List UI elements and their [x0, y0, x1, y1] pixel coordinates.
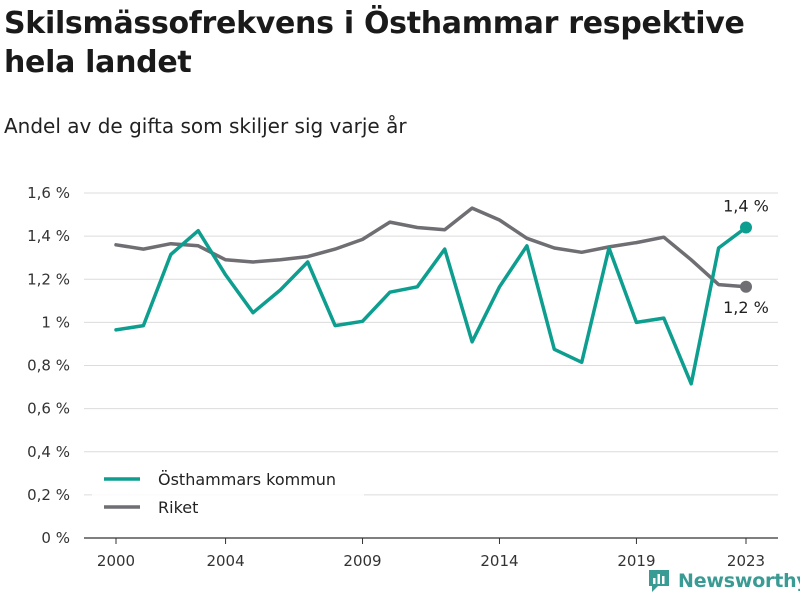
- newsworthy-logo: Newsworthy: [646, 568, 800, 594]
- x-tick-label: 2004: [206, 552, 244, 570]
- end-label: 1,2 %: [723, 298, 769, 317]
- legend-background: [92, 464, 364, 526]
- x-tick-label: 2014: [480, 552, 518, 570]
- brand-name: Newsworthy: [678, 570, 800, 592]
- y-tick-label: 1 %: [41, 313, 70, 331]
- legend-label: Riket: [158, 498, 198, 517]
- y-tick-label: 0,4 %: [27, 443, 70, 461]
- x-axis: 2000 2004 2009 2014 2019 2023: [84, 537, 778, 570]
- x-tick-label: 2000: [97, 552, 135, 570]
- legend: Östhammars kommun Riket: [92, 464, 364, 526]
- chart-title: Skilsmässofrekvens i Östhammar respektiv…: [4, 6, 745, 80]
- newsworthy-logo-icon: [649, 570, 669, 592]
- x-tick-label: 2019: [617, 552, 655, 570]
- y-tick-label: 1,6 %: [27, 184, 70, 202]
- y-tick-label: 1,2 %: [27, 270, 70, 288]
- end-point: [740, 280, 752, 293]
- gridlines: [84, 192, 778, 496]
- y-tick-label: 0,2 %: [27, 486, 70, 504]
- y-axis-ticks: 0 % 0,2 % 0,4 % 0,6 % 0,8 % 1 % 1,2 % 1,4 % 1,6 …: [27, 184, 70, 547]
- series-lines: 1,2 % 1,4 %: [114, 197, 769, 386]
- y-tick-label: 0,6 %: [27, 400, 70, 418]
- y-tick-label: 0,8 %: [27, 357, 70, 375]
- x-tick-label: 2009: [343, 552, 381, 570]
- legend-label: Östhammars kommun: [158, 470, 336, 489]
- y-tick-label: 0 %: [41, 529, 70, 547]
- end-label: 1,4 %: [723, 197, 769, 216]
- series-line: [114, 225, 748, 386]
- series-line: [114, 206, 748, 289]
- x-tick-label: 2023: [727, 552, 765, 570]
- end-point: [740, 221, 752, 234]
- chart-subtitle: Andel av de gifta som skiljer sig varje …: [4, 114, 407, 138]
- y-tick-label: 1,4 %: [27, 227, 70, 245]
